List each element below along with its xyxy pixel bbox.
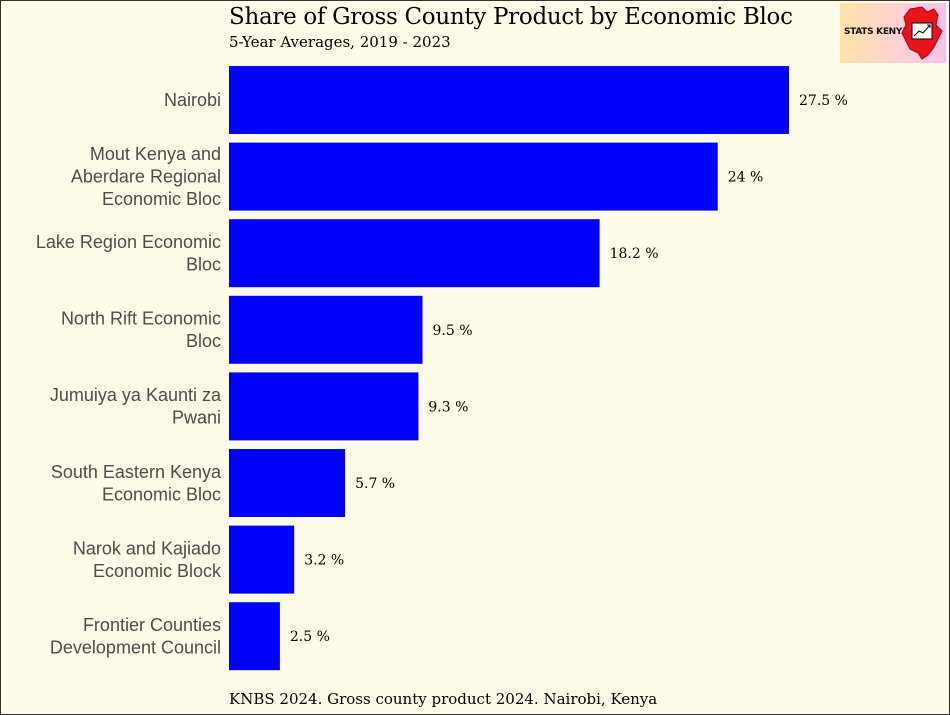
bar-3	[229, 219, 600, 288]
bar-8	[229, 602, 280, 671]
bar-6	[229, 449, 346, 517]
value-label-5: 9.3 %	[428, 399, 468, 415]
bar-2	[229, 142, 718, 211]
category-label-4: North Rift Economic Bloc	[61, 309, 221, 352]
bar-7	[229, 525, 295, 594]
category-label-1: Nairobi	[164, 90, 221, 110]
category-label-2: Mout Kenya and Aberdare Regional Economic …	[71, 144, 221, 209]
bar-5	[229, 372, 419, 441]
kenya-map-icon	[901, 6, 943, 60]
bar-4	[229, 295, 423, 364]
category-label-5: Jumuiya ya Kaunti za Pwani	[50, 385, 222, 428]
value-label-1: 27.5 %	[799, 93, 848, 109]
value-label-2: 24 %	[728, 170, 764, 186]
value-label-8: 2.5 %	[290, 629, 330, 645]
chart-subtitle: 5-Year Averages, 2019 - 2023	[229, 33, 451, 51]
value-label-4: 9.5 %	[433, 323, 473, 339]
chart-caption: KNBS 2024. Gross county product 2024. Na…	[229, 690, 658, 708]
category-label-8: Frontier Counties Development Council	[50, 615, 221, 658]
category-label-6: South Eastern Kenya Economic Bloc	[51, 462, 222, 505]
category-label-3: Lake Region Economic Bloc	[36, 232, 221, 275]
category-label-7: Narok and Kajiado Economic Block	[73, 538, 222, 581]
value-label-7: 3.2 %	[304, 553, 344, 569]
value-label-6: 5.7 %	[355, 476, 395, 492]
chart-title: Share of Gross County Product by Economi…	[229, 4, 793, 30]
value-label-3: 18.2 %	[610, 246, 659, 262]
logo-text: STATS KENYA	[844, 27, 908, 37]
bar-1	[229, 66, 789, 134]
stats-kenya-logo: STATS KENYA	[840, 3, 946, 63]
